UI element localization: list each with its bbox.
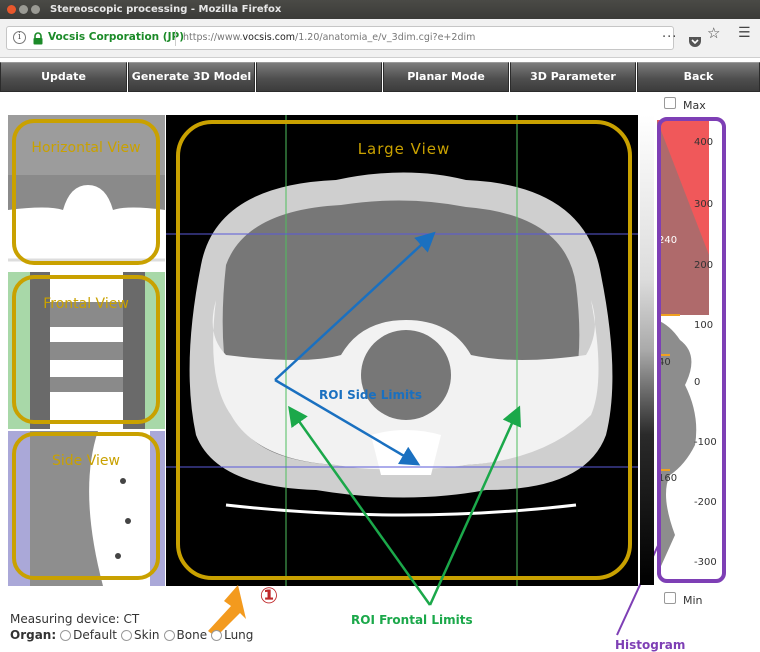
- window-minimize-icon[interactable]: [19, 5, 28, 14]
- hist-scale-minus-200: -200: [694, 497, 717, 508]
- url-path: /1.20/anatomia_e/v_3dim.cgi?e+2dim: [295, 32, 476, 43]
- roi-frontal-arrow-left: [288, 405, 432, 606]
- histogram-highlight: [657, 117, 726, 583]
- url-separator: [175, 30, 176, 46]
- frontal-view-highlight: [12, 275, 160, 424]
- organ-label: Organ:: [10, 628, 57, 642]
- radio-default[interactable]: [60, 629, 72, 641]
- roi-side-arrow-up: [274, 231, 436, 381]
- roi-frontal-limits-label: ROI Frontal Limits: [351, 613, 473, 627]
- min-label: Min: [683, 594, 703, 607]
- radio-skin[interactable]: [121, 629, 133, 641]
- hist-scale-300: 300: [694, 199, 714, 210]
- organ-option-skin[interactable]: Skin: [134, 628, 160, 642]
- window-title: Stereoscopic processing - Mozilla Firefo…: [50, 4, 282, 15]
- hist-scale-minus-100: -100: [694, 437, 717, 448]
- orange-arrow-icon: [208, 585, 246, 637]
- roi-side-arrow-down: [274, 378, 421, 466]
- navigation-bar: i Vocsis Corporation (JP) https://www.vo…: [0, 19, 760, 58]
- generate-3d-model-button[interactable]: Generate 3D Model: [128, 62, 255, 92]
- radio-lung[interactable]: [211, 629, 223, 641]
- window-level-160: 160: [658, 473, 678, 484]
- blank-toolbar-button[interactable]: [256, 62, 382, 92]
- histogram-graph: [640, 115, 709, 585]
- organ-option-bone[interactable]: Bone: [176, 628, 208, 642]
- side-view-highlight: [12, 432, 160, 580]
- url-prefix: https://www.: [183, 32, 243, 43]
- app-toolbar: Update Generate 3D Model Planar Mode 3D …: [0, 62, 760, 92]
- hist-scale-400: 400: [694, 137, 714, 148]
- horizontal-view-label: Horizontal View: [31, 140, 141, 156]
- hist-scale-100: 100: [694, 320, 714, 331]
- lock-icon: [33, 32, 43, 45]
- pocket-icon[interactable]: [688, 36, 702, 48]
- frontal-view-thumbnail[interactable]: [8, 272, 165, 429]
- hist-scale-200: 200: [694, 260, 714, 271]
- side-view-thumbnail[interactable]: [8, 431, 165, 586]
- window-level-240: 240: [658, 235, 678, 246]
- large-view-canvas[interactable]: [166, 115, 638, 586]
- url-domain: vocsis.com: [242, 32, 296, 43]
- info-icon[interactable]: i: [13, 31, 26, 44]
- hist-scale-minus-300: -300: [694, 557, 717, 568]
- bookmark-star-icon[interactable]: ☆: [707, 24, 721, 42]
- roi-side-limits-label: ROI Side Limits: [319, 388, 423, 402]
- hamburger-menu-icon[interactable]: ☰: [738, 25, 751, 41]
- horizontal-view-thumbnail[interactable]: [8, 115, 165, 270]
- organ-option-default[interactable]: Default: [73, 628, 118, 642]
- histogram-panel[interactable]: 400 300 200 100 0 -100 -200 -300 240 40 …: [640, 115, 730, 585]
- min-checkbox[interactable]: [664, 592, 676, 604]
- window-titlebar: Stereoscopic processing - Mozilla Firefo…: [0, 0, 760, 19]
- organ-option-lung[interactable]: Lung: [224, 628, 254, 642]
- large-view-label: Large View: [357, 140, 451, 158]
- frontal-view-image: [8, 272, 165, 429]
- measuring-device-text: Measuring device: CT: [10, 612, 140, 626]
- roi-frontal-arrow-right: [428, 405, 521, 606]
- planar-mode-button[interactable]: Planar Mode: [383, 62, 509, 92]
- 3d-parameter-button[interactable]: 3D Parameter: [510, 62, 636, 92]
- max-label: Max: [683, 99, 706, 112]
- organ-selector: Organ: Default Skin Bone Lung: [10, 628, 253, 642]
- hist-scale-0: 0: [694, 377, 701, 388]
- horizontal-view-highlight: [12, 119, 160, 265]
- more-icon[interactable]: ···: [662, 30, 678, 45]
- url-text[interactable]: https://www.vocsis.com/1.20/anatomia_e/v…: [183, 32, 475, 43]
- side-view-label: Side View: [52, 453, 120, 469]
- window-level-40: 40: [658, 357, 671, 368]
- large-view-highlight: [176, 120, 632, 580]
- max-checkbox[interactable]: [664, 97, 676, 109]
- update-button[interactable]: Update: [0, 62, 127, 92]
- frontal-view-label: Frontal View: [43, 296, 129, 312]
- window-close-icon[interactable]: [7, 5, 16, 14]
- url-bar[interactable]: i Vocsis Corporation (JP) https://www.vo…: [6, 26, 701, 50]
- window-maximize-icon[interactable]: [31, 5, 40, 14]
- step-marker: ①: [259, 584, 279, 609]
- histogram-caption: Histogram: [615, 638, 686, 652]
- radio-bone[interactable]: [163, 629, 175, 641]
- site-identity[interactable]: Vocsis Corporation (JP): [48, 31, 184, 43]
- back-button[interactable]: Back: [637, 62, 760, 92]
